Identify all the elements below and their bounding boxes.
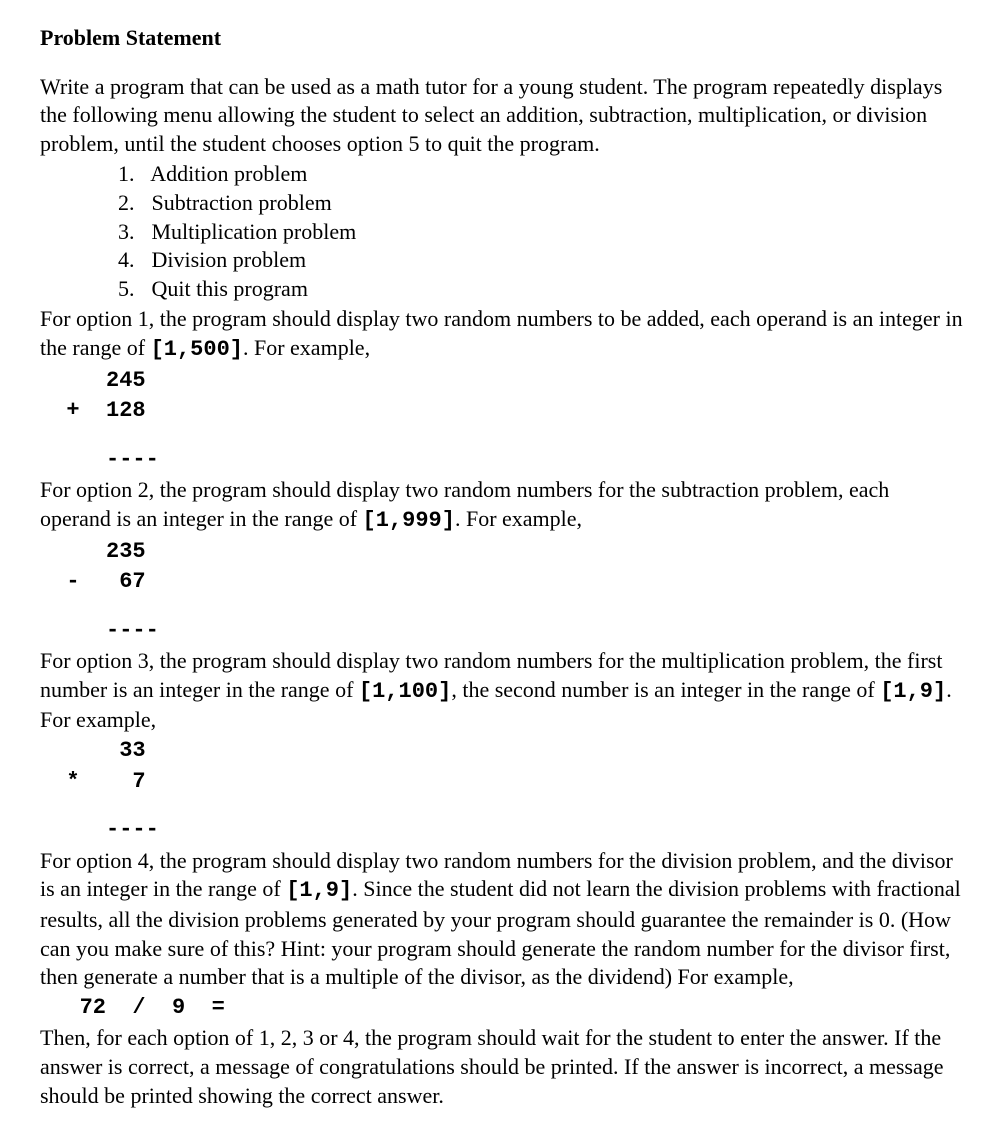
option3-range2: [1,9]: [880, 679, 946, 704]
menu-label: Quit this program: [152, 276, 308, 301]
option3-paragraph: For option 3, the program should display…: [40, 647, 965, 735]
menu-label: Division problem: [152, 247, 307, 272]
menu-label: Addition problem: [150, 161, 307, 186]
option2-example-line1: 235: [40, 538, 965, 567]
option3-example-line1: 33: [40, 737, 965, 766]
option2-text-after: . For example,: [455, 506, 582, 531]
option3-text-mid: , the second number is an integer in the…: [451, 677, 880, 702]
menu-item-1: 1. Addition problem: [118, 160, 965, 189]
option3-range1: [1,100]: [359, 679, 451, 704]
option2-range: [1,999]: [363, 508, 455, 533]
menu-label: Subtraction problem: [152, 190, 332, 215]
option4-paragraph: For option 4, the program should display…: [40, 847, 965, 992]
option3-example-line3: ----: [40, 816, 965, 845]
intro-paragraph: Write a program that can be used as a ma…: [40, 73, 965, 159]
option1-example-line2: + 128: [40, 397, 965, 426]
menu-label: Multiplication problem: [152, 219, 357, 244]
spacer: [40, 599, 965, 615]
option2-paragraph: For option 2, the program should display…: [40, 476, 965, 535]
option1-example-line1: 245: [40, 367, 965, 396]
menu-list: 1. Addition problem 2. Subtraction probl…: [118, 160, 965, 303]
menu-num: 5.: [118, 275, 146, 304]
option3-example-line2: * 7: [40, 768, 965, 797]
menu-item-3: 3. Multiplication problem: [118, 218, 965, 247]
option1-example-line3: ----: [40, 446, 965, 475]
menu-item-4: 4. Division problem: [118, 246, 965, 275]
option4-range: [1,9]: [286, 878, 352, 903]
option1-text-after: . For example,: [243, 335, 370, 360]
closing-paragraph: Then, for each option of 1, 2, 3 or 4, t…: [40, 1024, 965, 1110]
option2-example-line3: ----: [40, 617, 965, 646]
menu-item-5: 5. Quit this program: [118, 275, 965, 304]
menu-num: 3.: [118, 218, 146, 247]
menu-num: 4.: [118, 246, 146, 275]
menu-num: 2.: [118, 189, 146, 218]
menu-num: 1.: [118, 160, 146, 189]
problem-statement-heading: Problem Statement: [40, 24, 965, 53]
option1-paragraph: For option 1, the program should display…: [40, 305, 965, 364]
spacer: [40, 428, 965, 444]
spacer: [40, 798, 965, 814]
menu-item-2: 2. Subtraction problem: [118, 189, 965, 218]
option1-range: [1,500]: [151, 337, 243, 362]
option4-example-line1: 72 / 9 =: [40, 994, 965, 1023]
option2-example-line2: - 67: [40, 568, 965, 597]
